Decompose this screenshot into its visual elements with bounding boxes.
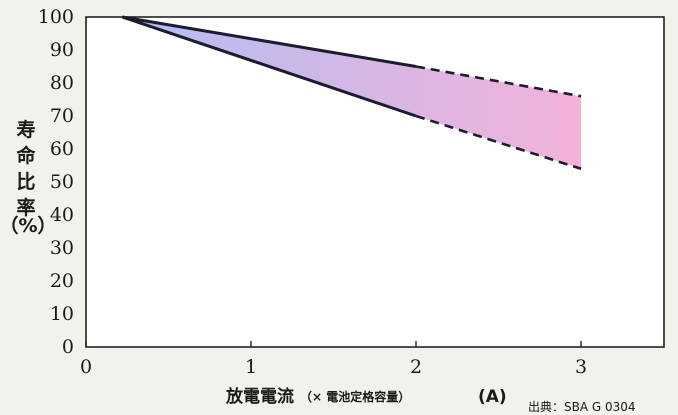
y-tick-label: 10 [50, 303, 74, 325]
x-tick-label: 3 [575, 356, 587, 378]
x-tick-label: 0 [80, 356, 92, 378]
x-tick-label: 1 [245, 356, 257, 378]
lower-boundary-line-segment [121, 15, 417, 118]
x-tick-label: 2 [410, 356, 422, 378]
y-tick-label: 80 [50, 72, 74, 94]
y-tick-label: 50 [50, 171, 74, 193]
y-tick-label: 30 [50, 237, 74, 259]
y-tick-label: 0 [62, 336, 74, 358]
y-tick-label: 90 [50, 39, 74, 61]
y-axis-label-line: 率 [16, 196, 35, 219]
x-axis-label-unit: (A) [478, 387, 507, 407]
y-tick-label: 20 [50, 270, 74, 292]
y-tick-label: 40 [50, 204, 74, 226]
y-axis-label-line: 命 [16, 144, 36, 167]
y-axis-label-line: 比 [16, 171, 35, 193]
x-axis-label-main: 放電電流 [225, 386, 294, 407]
upper-boundary-line-segment [122, 15, 417, 68]
upper-boundary-line-segment [415, 65, 582, 98]
y-axis-label-line: 寿 [16, 118, 35, 141]
y-tick-label: 100 [38, 6, 74, 28]
y-tick-label: 70 [50, 105, 74, 127]
x-axis-label-paren: （× 電池定格容量） [300, 389, 410, 404]
y-tick-label: 60 [50, 138, 74, 160]
y-axis-label-line: （%） [0, 214, 57, 237]
source-note: 出典：SBA G 0304 [528, 400, 636, 414]
